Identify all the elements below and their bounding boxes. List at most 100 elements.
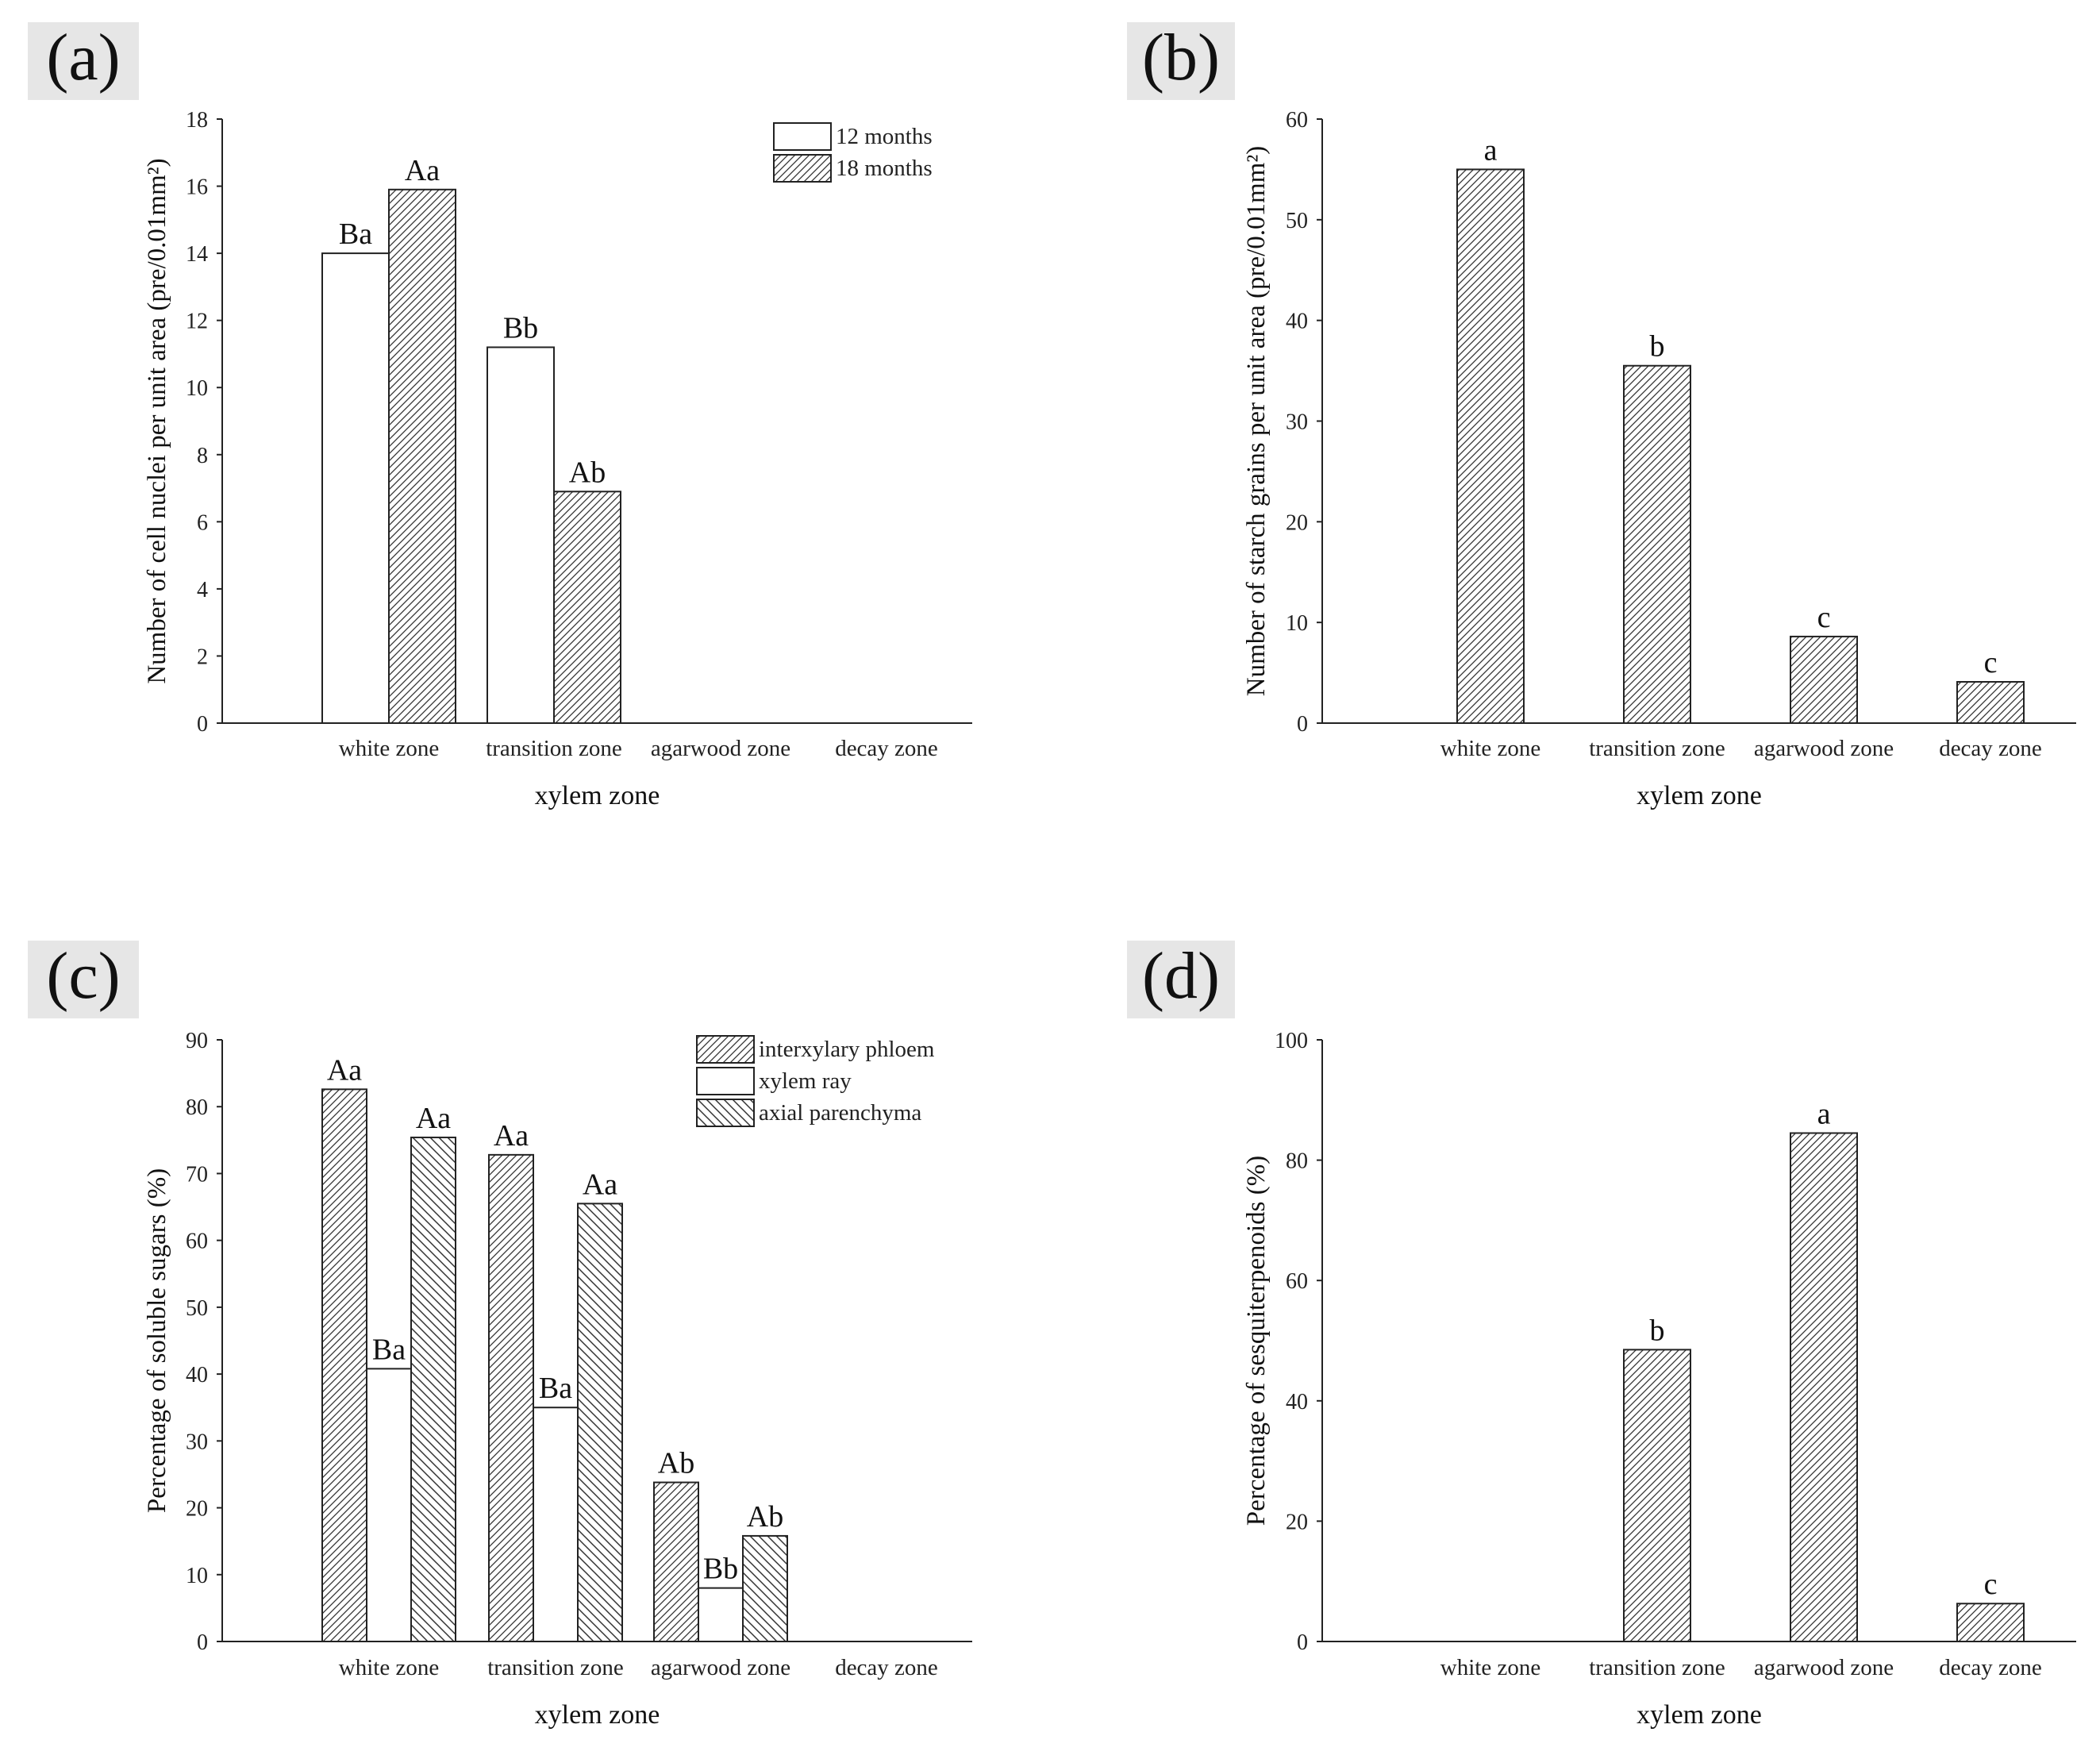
y-tick-label: 70: [186, 1162, 208, 1187]
bar: [321, 1088, 367, 1642]
significance-label: c: [1984, 1568, 1998, 1601]
bar: [698, 1587, 744, 1642]
y-tick-label: 50: [186, 1296, 208, 1321]
y-tick-label: 20: [186, 1497, 208, 1522]
significance-label: Ab: [658, 1447, 694, 1480]
y-tick-label: 12: [186, 310, 208, 334]
legend-label: 12 months: [836, 124, 933, 149]
x-tick-label: decay zone: [1939, 1655, 2042, 1680]
y-tick-label: 90: [186, 1029, 208, 1053]
chart-panel-1: (a) 0 2 4 6 8 10 12 14 16 18 white zone transition z…: [28, 21, 972, 810]
significance-label: c: [1817, 601, 1831, 634]
panel-label: (d): [1142, 939, 1220, 1013]
y-tick-label: 40: [1286, 1390, 1308, 1414]
x-tick-label: white zone: [1440, 736, 1540, 761]
legend-label: xylem ray: [759, 1068, 852, 1094]
significance-label: c: [1984, 646, 1998, 679]
x-tick-label: transition zone: [487, 1655, 624, 1680]
significance-label: Bb: [703, 1553, 738, 1586]
bar: [410, 1136, 456, 1643]
panel-label: (a): [46, 21, 120, 94]
x-tick-label: white zone: [339, 1655, 439, 1680]
bar: [533, 1407, 579, 1642]
y-tick-label: 100: [1275, 1029, 1308, 1053]
x-tick-label: decay zone: [835, 736, 938, 761]
y-tick-label: 6: [197, 510, 208, 535]
y-tick-label: 80: [1286, 1149, 1308, 1174]
bar: [488, 1153, 534, 1642]
significance-label: Ba: [539, 1372, 572, 1405]
bar: [553, 491, 621, 724]
y-tick-label: 2: [197, 645, 208, 669]
x-tick-label: agarwood zone: [651, 1655, 790, 1680]
y-tick-label: 80: [186, 1095, 208, 1120]
panel-label-box: [28, 22, 139, 100]
x-tick-label: transition zone: [486, 736, 622, 761]
y-tick-label: 10: [186, 1564, 208, 1588]
y-axis-title: Number of cell nuclei per unit area (pre…: [143, 158, 171, 683]
legend-label: axial parenchyma: [759, 1100, 921, 1126]
x-tick-label: white zone: [1440, 1655, 1540, 1680]
chart-panel-2: (b) 0 10 20 30 40 50 60 white zone transition zon…: [1127, 21, 2076, 810]
significance-label: Ab: [569, 456, 606, 489]
legend-label: 18 months: [836, 156, 933, 181]
bar: [366, 1368, 412, 1642]
bar: [1956, 1603, 2025, 1642]
bar: [1623, 1349, 1691, 1642]
legend: 12 months 18 months: [773, 122, 933, 183]
y-tick-label: 30: [186, 1430, 208, 1454]
legend-swatch: [773, 154, 832, 183]
y-tick-label: 16: [186, 175, 208, 200]
significance-label: Ab: [747, 1500, 783, 1534]
significance-label: Ba: [372, 1333, 406, 1366]
x-axis-title: xylem zone: [1637, 781, 1762, 810]
x-axis-title: xylem zone: [535, 781, 660, 810]
x-tick-label: agarwood zone: [1754, 736, 1894, 761]
x-tick-label: transition zone: [1589, 736, 1725, 761]
significance-label: Aa: [494, 1119, 529, 1153]
bar: [1790, 1132, 1858, 1642]
panel-label: (b): [1142, 21, 1220, 94]
panels: (a) 0 2 4 6 8 10 12 14 16 18 white zone transition z…: [28, 21, 2076, 1730]
legend-swatch: [696, 1067, 755, 1095]
y-tick-label: 8: [197, 444, 208, 468]
y-tick-label: 20: [1286, 510, 1308, 535]
y-tick-label: 18: [186, 108, 208, 133]
chart-panel-3: (c) 0 10 20 30 40 50 60 70 80 90 white zone transiti…: [28, 939, 972, 1730]
y-tick-label: 60: [186, 1230, 208, 1254]
y-tick-label: 20: [1286, 1510, 1308, 1534]
significance-label: b: [1650, 1314, 1665, 1347]
bar: [487, 346, 555, 724]
y-axis-title: Percentage of soluble sugars (%): [143, 1168, 171, 1513]
significance-label: Aa: [583, 1168, 617, 1201]
bar: [388, 188, 456, 725]
legend-swatch: [773, 122, 832, 151]
x-tick-label: agarwood zone: [651, 736, 790, 761]
significance-label: Aa: [327, 1053, 362, 1087]
y-tick-label: 30: [1286, 410, 1308, 435]
panel-label-box: [1127, 941, 1235, 1018]
x-axis-title: xylem zone: [535, 1700, 660, 1730]
y-tick-label: 40: [186, 1363, 208, 1387]
significance-label: Aa: [405, 154, 440, 187]
significance-label: a: [1817, 1097, 1831, 1130]
y-tick-label: 60: [1286, 1269, 1308, 1294]
bar: [1956, 680, 2025, 725]
x-axis-title: xylem zone: [1637, 1700, 1762, 1730]
y-axis-title: Percentage of sesquiterpenoids (%): [1242, 1156, 1271, 1526]
y-tick-label: 60: [1286, 108, 1308, 133]
x-tick-label: transition zone: [1589, 1655, 1725, 1680]
bar: [1790, 635, 1858, 725]
y-tick-label: 50: [1286, 209, 1308, 233]
legend-swatch: [696, 1099, 755, 1127]
legend: interxylary phloem xylem ray axial parench…: [696, 1035, 935, 1127]
legend-label: interxylary phloem: [759, 1037, 935, 1062]
panel-label: (c): [46, 939, 120, 1013]
bar: [1623, 364, 1691, 724]
y-tick-label: 0: [197, 712, 208, 737]
bar: [1456, 168, 1525, 724]
y-tick-label: 40: [1286, 310, 1308, 334]
x-tick-label: decay zone: [1939, 736, 2042, 761]
bar: [321, 252, 390, 725]
